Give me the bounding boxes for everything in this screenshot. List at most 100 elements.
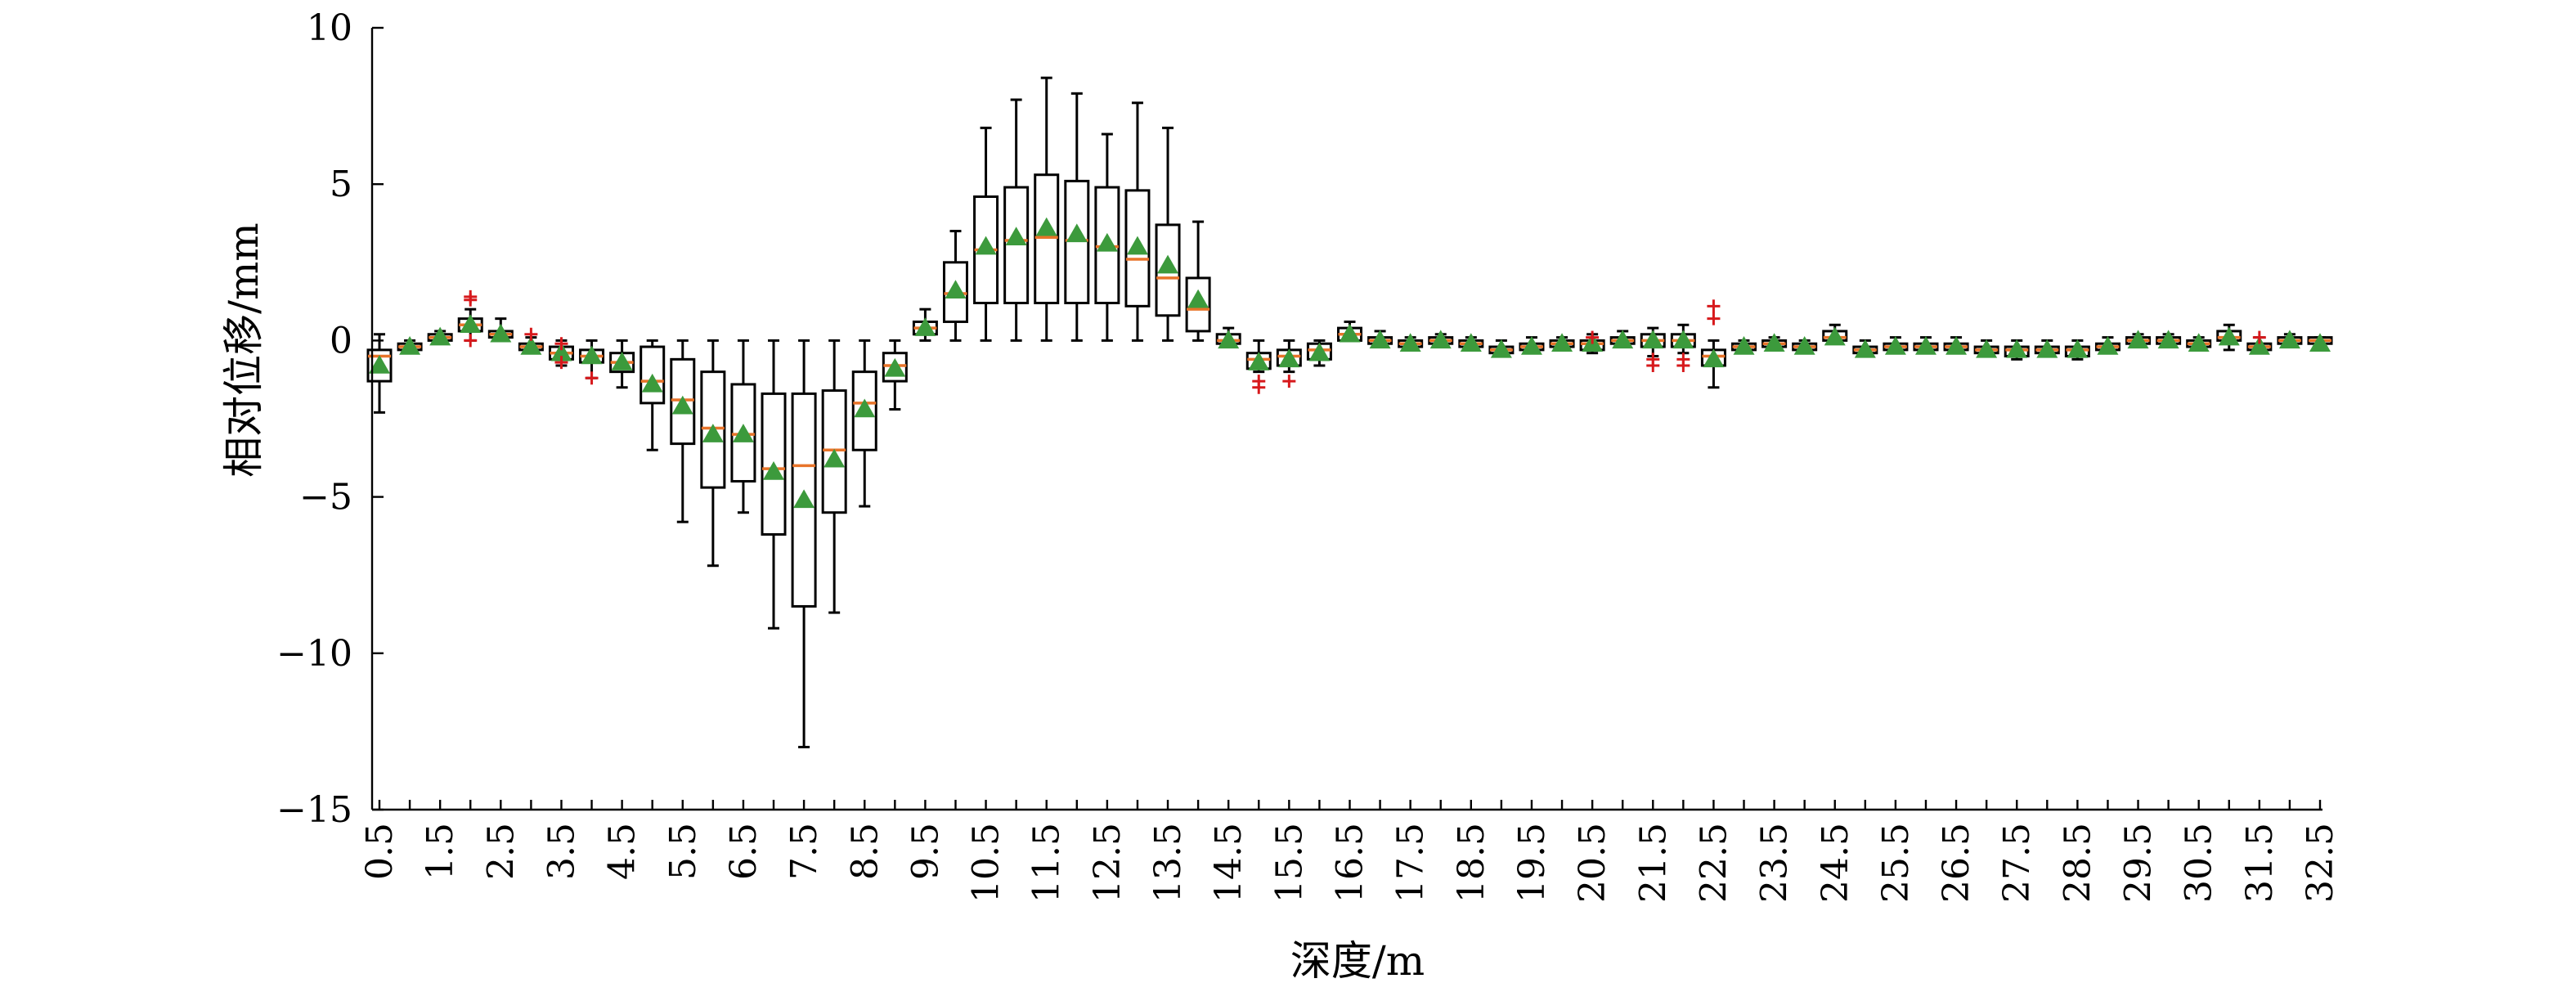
box-25.5	[1883, 336, 1909, 355]
mean-marker	[369, 354, 390, 374]
box-30.5	[2186, 333, 2212, 352]
x-tick-label: 32.5	[2300, 823, 2341, 903]
box-12.5	[1094, 132, 1120, 342]
mean-marker	[793, 489, 815, 509]
outlier-marker	[2252, 330, 2266, 344]
x-tick-label: 2.5	[480, 823, 522, 880]
mean-marker	[1096, 232, 1118, 252]
x-tick-label: 26.5	[1936, 823, 1977, 903]
box-28	[2034, 339, 2060, 358]
mean-marker	[1976, 339, 1998, 358]
mean-marker	[1884, 336, 1906, 355]
mean-marker	[1520, 336, 1542, 355]
mean-marker	[2309, 333, 2331, 352]
box-8	[821, 339, 847, 614]
box-1	[397, 336, 423, 355]
x-tick-label: 3.5	[541, 823, 582, 880]
box-23	[1731, 336, 1757, 355]
mean-marker	[2218, 326, 2240, 346]
iqr-box	[1124, 189, 1151, 307]
box-24	[1792, 336, 1818, 355]
box-18.5	[1458, 333, 1484, 352]
box-15.5	[1276, 339, 1302, 374]
box-7	[761, 339, 787, 630]
x-tick-label: 8.5	[844, 823, 886, 880]
x-tick-label: 7.5	[783, 823, 825, 880]
box-30	[2156, 330, 2182, 349]
x-tick-label: 11.5	[1026, 823, 1068, 903]
box-11	[1003, 98, 1030, 342]
outlier-marker	[524, 327, 538, 341]
iqr-box	[640, 345, 666, 405]
box-13.5	[1155, 126, 1181, 342]
mean-marker	[1703, 348, 1725, 368]
box-21.5	[1640, 326, 1666, 358]
mean-marker	[1793, 336, 1815, 355]
box-5	[640, 339, 666, 451]
x-tick-label: 22.5	[1693, 823, 1735, 903]
box-26	[1913, 336, 1939, 355]
x-tick-label: 17.5	[1390, 823, 1432, 903]
box-4.5	[609, 339, 635, 389]
box-12	[1064, 92, 1090, 342]
y-tick-label: −10	[276, 633, 352, 675]
box-27	[1973, 339, 1999, 358]
axes: 10 5 0 −5 −10 −150.5 1.5 2.5 3.5 4.5 5.5 6.5 7.5 8.5 9…	[276, 7, 2341, 903]
outlier-marker	[1707, 299, 1721, 313]
mean-marker	[671, 395, 693, 415]
box-22	[1670, 323, 1696, 355]
x-tick-label: 19.5	[1511, 823, 1553, 903]
outlier-marker	[464, 334, 478, 348]
box-24.5	[1822, 323, 1848, 346]
mean-marker	[2097, 336, 2119, 355]
mean-marker	[581, 345, 603, 365]
mean-marker	[641, 373, 663, 393]
x-tick-label: 18.5	[1451, 823, 1492, 903]
mean-marker	[2127, 330, 2149, 349]
box-9.5	[912, 307, 938, 342]
y-tick-label: 5	[330, 164, 352, 205]
mean-marker	[1642, 330, 1664, 349]
box-31	[2216, 323, 2242, 352]
mean-marker	[1824, 326, 1846, 346]
mean-marker	[1490, 339, 1512, 358]
outlier-marker	[1586, 330, 1600, 344]
x-tick-label: 29.5	[2118, 823, 2160, 903]
box-8.5	[851, 339, 877, 508]
box-29	[2094, 336, 2120, 355]
box-9	[882, 339, 908, 411]
mean-marker	[763, 461, 785, 480]
mean-marker	[1157, 254, 1179, 274]
box-28.5	[2064, 339, 2090, 361]
mean-marker	[520, 336, 542, 355]
y-tick-label: 10	[307, 7, 352, 49]
x-tick-label: 13.5	[1147, 823, 1189, 903]
y-tick-label: −15	[276, 789, 352, 831]
y-tick-label: −5	[299, 477, 352, 518]
y-tick-label: 0	[330, 320, 352, 361]
box-25	[1852, 339, 1878, 358]
outlier-marker	[585, 371, 599, 385]
mean-marker	[2006, 339, 2028, 358]
outlier-marker	[1282, 375, 1296, 388]
mean-marker	[1612, 330, 1634, 349]
box-17	[1367, 330, 1393, 349]
mean-marker	[1126, 236, 1148, 255]
x-tick-label: 10.5	[966, 823, 1008, 903]
mean-marker	[702, 424, 724, 442]
box-29.5	[2125, 330, 2152, 349]
box-16	[1306, 339, 1332, 367]
box-15	[1245, 339, 1272, 374]
mean-marker	[2157, 330, 2179, 349]
mean-marker	[1218, 330, 1240, 349]
x-tick-label: 0.5	[359, 823, 401, 880]
outlier-marker	[554, 337, 568, 351]
x-tick-label: 14.5	[1208, 823, 1250, 903]
outlier-marker	[464, 293, 478, 307]
box-17.5	[1398, 333, 1424, 352]
mean-marker	[611, 352, 633, 370]
mean-marker	[914, 317, 936, 336]
mean-marker	[399, 336, 421, 355]
box-22.5	[1700, 339, 1726, 389]
